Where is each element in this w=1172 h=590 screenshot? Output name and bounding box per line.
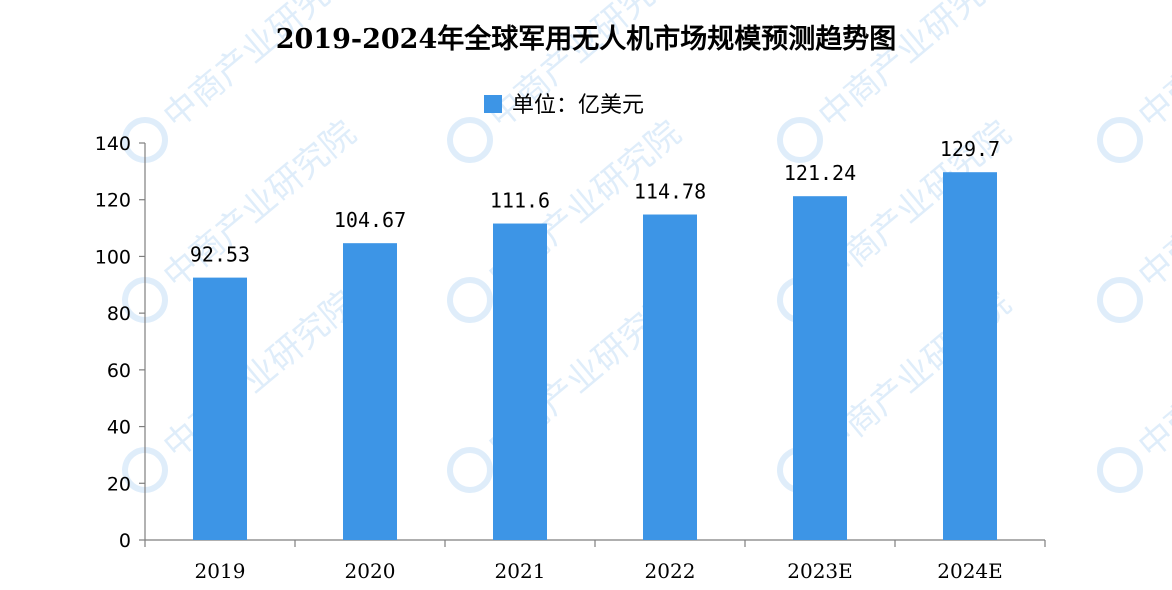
bar [193, 277, 247, 540]
y-tick-label: 60 [107, 360, 131, 382]
legend: 单位：亿美元 [484, 93, 644, 118]
data-label: 129.7 [940, 137, 1000, 161]
bar [493, 223, 547, 540]
legend-swatch [484, 95, 502, 113]
watermark-text: 中商产业研究院 [1131, 0, 1172, 137]
data-label: 121.24 [784, 161, 856, 185]
watermark-text: 中商产业研究院 [1131, 113, 1172, 297]
data-label: 111.6 [490, 189, 550, 213]
data-labels: 92.53 104.67 111.6 114.78 121.24 129.7 [190, 137, 1000, 266]
watermark-logo-icon [447, 277, 493, 323]
x-tick-label: 2022 [645, 559, 696, 583]
watermark-logo-icon [122, 117, 168, 163]
watermark: 中商产业研究院 [1097, 0, 1172, 163]
watermark: 中商产业研究院 [1097, 113, 1172, 323]
y-tick-label: 0 [119, 530, 131, 552]
watermark-text: 中商产业研究院 [156, 113, 364, 297]
x-axis: 2019 2020 2021 2022 2023E 2024E [144, 539, 1046, 583]
y-tick-label: 120 [95, 190, 131, 212]
y-tick-label: 100 [95, 246, 131, 268]
x-tick-label: 2021 [495, 559, 546, 583]
bars [193, 172, 997, 540]
watermark-text: 中商产业研究院 [811, 0, 1019, 137]
data-label: 114.78 [634, 180, 706, 204]
chart-title: 2019-2024年全球军用无人机市场规模预测趋势图 [276, 23, 897, 55]
watermark-text: 中商产业研究院 [156, 283, 364, 467]
x-tick-label: 2020 [345, 559, 396, 583]
bar [343, 243, 397, 540]
data-label: 104.67 [334, 208, 406, 232]
watermark-logo-icon [447, 447, 493, 493]
watermark-logo-icon [1097, 117, 1143, 163]
watermark-logo-icon [1097, 277, 1143, 323]
x-tick-label: 2023E [787, 559, 853, 583]
watermark-logo-icon [122, 277, 168, 323]
x-tick-label: 2019 [195, 559, 246, 583]
bar [943, 172, 997, 540]
watermark-logo-icon [122, 447, 168, 493]
watermark-logo-icon [1097, 447, 1143, 493]
x-tick-label: 2024E [937, 559, 1003, 583]
watermark-text: 中商产业研究院 [156, 0, 364, 137]
data-label: 92.53 [190, 243, 250, 267]
watermark-logo-icon [777, 117, 823, 163]
bar [643, 214, 697, 540]
y-tick-label: 140 [95, 133, 131, 155]
watermark-logo-icon [447, 117, 493, 163]
y-tick-label: 80 [107, 303, 131, 325]
bar [793, 196, 847, 540]
y-tick-label: 20 [107, 473, 131, 495]
y-axis: 0 20 40 60 80 100 120 140 [95, 133, 146, 552]
legend-label: 单位：亿美元 [512, 93, 644, 118]
y-tick-label: 40 [107, 417, 131, 439]
